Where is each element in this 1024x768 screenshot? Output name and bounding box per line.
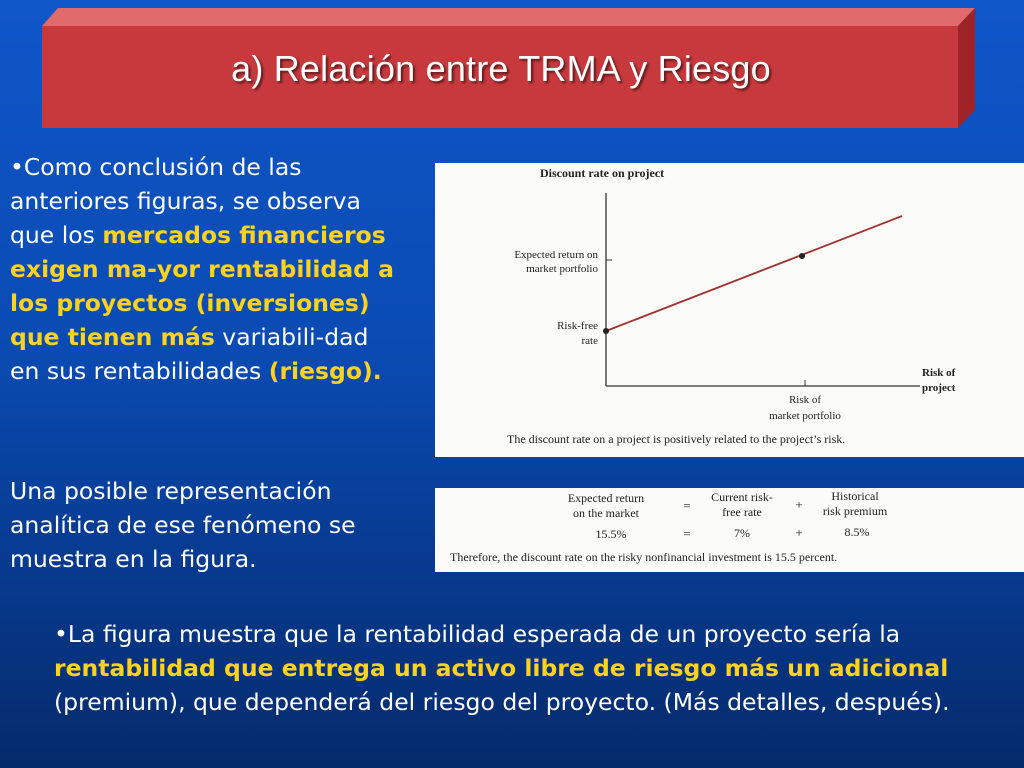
risk-return-chart: Discount rate on project Expected return… xyxy=(507,166,956,446)
y-label-rf-1: Risk-free xyxy=(557,320,598,332)
text-part: Como conclusión de las anteriores figura… xyxy=(10,153,361,249)
eq-value-3: 8.5% xyxy=(845,525,870,539)
text-part: variabili-dad en sus rentabilidades xyxy=(10,323,369,385)
premium-equation-figure: Expected return on the market = Current … xyxy=(435,488,1024,572)
title-box-shape xyxy=(42,8,975,128)
x-axis-title-1: Risk of xyxy=(922,367,956,379)
risk-free-point xyxy=(603,328,609,334)
y-axis-title: Discount rate on project xyxy=(540,166,664,180)
eq-col2-a: Current risk- xyxy=(711,490,773,504)
eq-col3-b: risk premium xyxy=(823,504,888,518)
text-part: (premium), que dependerá del riesgo del … xyxy=(54,688,950,716)
eq-plus: + xyxy=(795,497,802,512)
x-axis-title-2: project xyxy=(922,382,956,394)
eq-value-2: 7% xyxy=(734,526,750,540)
eq-value-1: 15.5% xyxy=(596,527,627,541)
figure-caption: The discount rate on a project is positi… xyxy=(507,432,845,446)
text-part: La figura muestra que la rentabilidad es… xyxy=(67,620,901,648)
bullet: • xyxy=(10,153,24,181)
highlight-text: mercados financieros exigen ma-yor renta… xyxy=(10,221,395,351)
eq-value-plus: + xyxy=(795,525,802,540)
market-portfolio-point xyxy=(799,253,805,259)
y-label-rf-2: rate xyxy=(582,335,599,347)
eq-col3-a: Historical xyxy=(831,489,879,503)
x-label-market-1: Risk of xyxy=(789,394,821,406)
y-label-market-1: Expected return on xyxy=(514,249,598,261)
premium-paragraph: •La figura muestra que la rentabilidad e… xyxy=(54,617,984,719)
highlight-text: (riesgo). xyxy=(268,357,382,385)
eq-conclusion: Therefore, the discount rate on the risk… xyxy=(450,550,837,564)
eq-col1-a: Expected return xyxy=(568,491,644,505)
bullet: • xyxy=(54,620,68,648)
eq-equals: = xyxy=(683,498,690,513)
premium-equation: Expected return on the market = Current … xyxy=(450,489,888,564)
title-banner: a) Relación entre TRMA y Riesgo xyxy=(0,0,1024,140)
conclusion-paragraph: •Como conclusión de las anteriores figur… xyxy=(10,150,405,388)
x-label-market-2: market portfolio xyxy=(769,410,841,422)
representation-paragraph: Una posible representación analítica de … xyxy=(10,477,356,573)
slide-title: a) Relación entre TRMA y Riesgo xyxy=(231,48,771,89)
highlight-text: rentabilidad que entrega un activo libre… xyxy=(54,654,949,682)
security-market-line xyxy=(605,215,903,332)
risk-return-figure: Discount rate on project Expected return… xyxy=(435,163,1024,457)
eq-col1-b: on the market xyxy=(573,506,640,520)
y-label-market-2: market portfolio xyxy=(526,263,598,275)
eq-col2-b: free rate xyxy=(722,505,762,519)
eq-value-equals: = xyxy=(683,526,690,541)
